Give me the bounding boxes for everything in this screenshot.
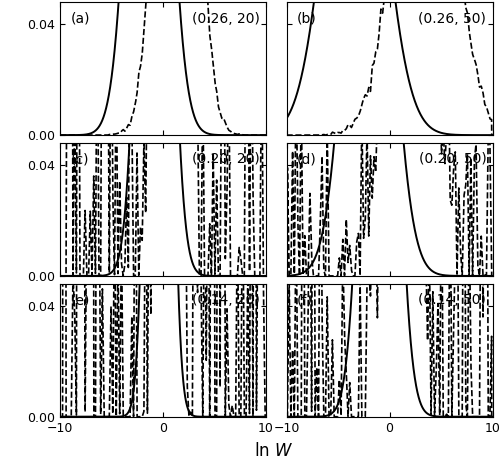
Text: ln $W$: ln $W$ (254, 442, 294, 460)
Text: (0.14, 50): (0.14, 50) (418, 293, 486, 307)
Text: (0.26, 20): (0.26, 20) (192, 12, 260, 25)
Text: (0.20, 20): (0.20, 20) (192, 152, 260, 166)
Text: (a): (a) (70, 12, 90, 25)
Text: (e): (e) (70, 293, 90, 307)
Text: (0.26, 50): (0.26, 50) (418, 12, 486, 25)
Text: (0.14, 20): (0.14, 20) (192, 293, 260, 307)
Text: (f): (f) (297, 293, 312, 307)
Text: (b): (b) (297, 12, 316, 25)
Text: (0.20, 50): (0.20, 50) (418, 152, 486, 166)
Text: (c): (c) (70, 152, 89, 166)
Text: (d): (d) (297, 152, 316, 166)
